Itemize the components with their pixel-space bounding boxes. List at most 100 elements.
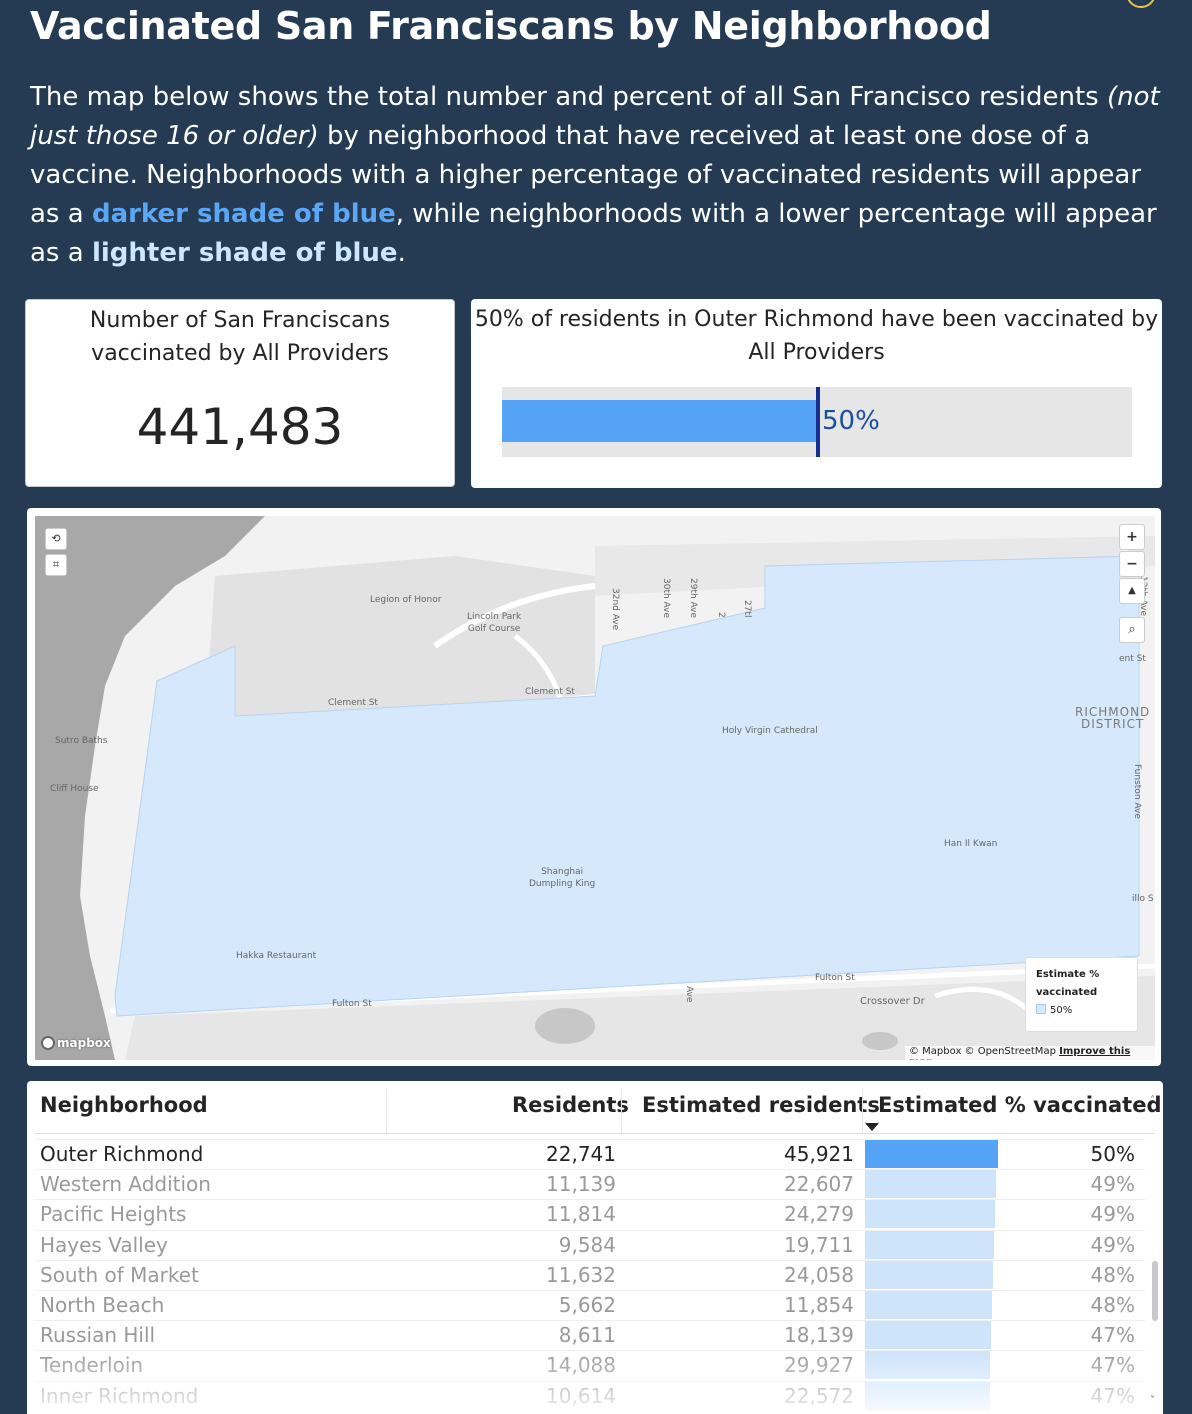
cell-estimated-pct: 48%	[1090, 1293, 1135, 1317]
rect-select-icon[interactable]: ⌗	[45, 554, 67, 576]
cell-residents-vaccinated: 11,632	[546, 1262, 616, 1287]
intro-part3: , while neighborhoods with a lower perce…	[30, 199, 1157, 268]
page-title: Vaccinated San Franciscans by Neighborho…	[30, 4, 992, 48]
mapbox-logo-text: mapbox	[57, 1036, 111, 1050]
attribution-text: © Mapbox © OpenStreetMap	[909, 1046, 1056, 1057]
compass-button[interactable]: ▲	[1119, 578, 1145, 604]
count-card-value: 441,483	[136, 398, 344, 456]
row-divider	[35, 1199, 1145, 1201]
label-ave-bottom: Ave	[684, 986, 694, 1003]
column-divider	[386, 1089, 387, 1133]
intro-end: .	[397, 238, 406, 268]
label-32nd-ave: 32nd Ave	[610, 588, 620, 631]
column-header-estimated-residents[interactable]: Estimated residents	[642, 1093, 880, 1117]
cell-residents-vaccinated: 11,814	[546, 1202, 616, 1227]
pct-bar	[865, 1170, 997, 1199]
intro-part1: The map below shows the total number and…	[30, 82, 1107, 112]
search-icon[interactable]: ⌕	[1119, 617, 1145, 643]
map-legend: Estimate % vaccinated 50%	[1025, 957, 1138, 1032]
count-card-label: Number of San Franciscans vaccinated by …	[89, 308, 391, 366]
label-legion-of-honor: Legion of Honor	[370, 595, 442, 605]
row-divider	[35, 1350, 1145, 1352]
pct-bar	[865, 1260, 994, 1289]
intro-text: The map below shows the total number and…	[30, 78, 1170, 273]
legend-title: Estimate % vaccinated	[1036, 969, 1100, 998]
intro-italic: (not just those 16 or older)	[30, 82, 1160, 151]
scrollbar-thumb[interactable]	[1152, 1261, 1158, 1321]
cell-residents-vaccinated: 5,662	[558, 1293, 616, 1317]
table-row[interactable]: Hayes Valley 9,584 19,711 49%	[27, 1230, 1145, 1260]
cell-neighborhood: Outer Richmond	[40, 1142, 204, 1166]
gauge-card-label: 50% of residents in Outer Richmond have …	[474, 307, 1159, 365]
label-lincoln-park: Lincoln Park Golf Course	[467, 612, 522, 634]
row-divider	[35, 1139, 1145, 1140]
cell-estimated-pct: 49%	[1090, 1232, 1135, 1257]
lake	[535, 1008, 595, 1044]
vaccinated-count-card[interactable]: Number of San Franciscans vaccinated by …	[25, 299, 455, 487]
table-row[interactable]: North Beach 5,662 11,854 48%	[27, 1290, 1145, 1320]
lasso-select-icon[interactable]: ⟲	[45, 528, 67, 550]
column-header-neighborhood[interactable]: Neighborhood	[40, 1093, 208, 1117]
help-icon[interactable]	[1126, 0, 1156, 8]
cell-estimated-residents: 22,607	[784, 1172, 854, 1197]
cell-residents-vaccinated: 22,741	[546, 1142, 616, 1166]
label-holy-virgin-cathedral: Holy Virgin Cathedral	[722, 726, 818, 736]
table-scrollbar[interactable]: ˄ ˅	[1149, 1087, 1161, 1412]
cell-neighborhood: Hayes Valley	[40, 1232, 168, 1257]
table-row[interactable]: Outer Richmond 22,741 45,921 50%	[27, 1139, 1145, 1169]
cell-neighborhood: Western Addition	[40, 1172, 211, 1197]
intro-light-shade: lighter shade of blue	[91, 238, 398, 268]
mapbox-logo[interactable]: mapbox	[41, 1036, 111, 1050]
cell-estimated-residents: 19,711	[784, 1232, 854, 1257]
table-row[interactable]: Russian Hill 8,611 18,139 47%	[27, 1320, 1145, 1350]
improve-map-link[interactable]: Improve this map	[909, 1046, 1131, 1060]
cell-estimated-residents: 24,058	[784, 1262, 854, 1287]
zoom-out-button[interactable]: −	[1119, 551, 1145, 577]
table-row[interactable]: South of Market 11,632 24,058 48%	[27, 1260, 1145, 1290]
gauge-fill	[502, 400, 816, 442]
table-row[interactable]: Pacific Heights 11,814 24,279 49%	[27, 1199, 1145, 1229]
park-area	[205, 556, 595, 721]
label-ent-st: ent St	[1119, 654, 1146, 664]
table-row[interactable]: Western Addition 11,139 22,607 49%	[27, 1169, 1145, 1199]
legend-item: 50%	[1036, 1002, 1127, 1020]
neighborhood-table[interactable]: Neighborhood Residents Estimated residen…	[27, 1081, 1163, 1414]
row-divider	[35, 1169, 1145, 1171]
cell-neighborhood: North Beach	[40, 1293, 165, 1317]
row-divider	[35, 1259, 1145, 1261]
header-divider	[35, 1133, 1155, 1134]
intro-dark-shade: darker shade of blue	[91, 199, 396, 229]
label-partial-ave: 2	[716, 612, 726, 618]
scroll-up-icon[interactable]: ˄	[1150, 1095, 1155, 1106]
road-curve	[433, 583, 596, 649]
label-29th-ave: 29th Ave	[688, 578, 698, 619]
cell-estimated-pct: 47%	[1090, 1323, 1135, 1348]
gauge-target-line	[816, 387, 820, 457]
column-header-estimated-pct[interactable]: Estimated % vaccinated	[878, 1093, 1162, 1117]
lake-2	[862, 1032, 898, 1050]
label-sutro-baths: Sutro Baths	[55, 736, 108, 746]
label-hakka-restaurant: Hakka Restaurant	[236, 951, 317, 961]
intro-part2: by neighborhood that have received at le…	[30, 121, 1142, 229]
cell-residents-vaccinated: 9,584	[558, 1232, 616, 1257]
cell-neighborhood: Russian Hill	[40, 1323, 156, 1348]
zoom-in-button[interactable]: +	[1119, 524, 1145, 550]
map[interactable]: Legion of Honor Lincoln Park Golf Course…	[35, 516, 1155, 1060]
map-card[interactable]: Legion of Honor Lincoln Park Golf Course…	[27, 508, 1161, 1066]
label-clement-st-1: Clement St	[328, 698, 378, 708]
row-divider	[35, 1229, 1145, 1231]
cell-estimated-residents: 11,854	[784, 1293, 854, 1317]
cell-estimated-residents: 18,139	[784, 1323, 854, 1348]
row-divider	[35, 1320, 1145, 1322]
label-richmond-district: RICHMOND DISTRICT	[1075, 705, 1151, 731]
sort-descending-icon[interactable]	[865, 1123, 879, 1131]
cell-residents-vaccinated: 8,611	[558, 1323, 616, 1348]
scroll-fade	[27, 1351, 1163, 1414]
outer-richmond-area[interactable]	[114, 555, 1140, 1017]
column-header-residents-vaccinated[interactable]: Residents	[512, 1093, 629, 1117]
pct-bar	[865, 1291, 993, 1319]
scroll-down-icon[interactable]: ˅	[1150, 1395, 1155, 1406]
percent-gauge-card[interactable]: 50% of residents in Outer Richmond have …	[471, 299, 1162, 488]
cell-estimated-pct: 49%	[1090, 1172, 1135, 1197]
label-shanghai-dumpling-king: Shanghai Dumpling King	[529, 867, 596, 889]
